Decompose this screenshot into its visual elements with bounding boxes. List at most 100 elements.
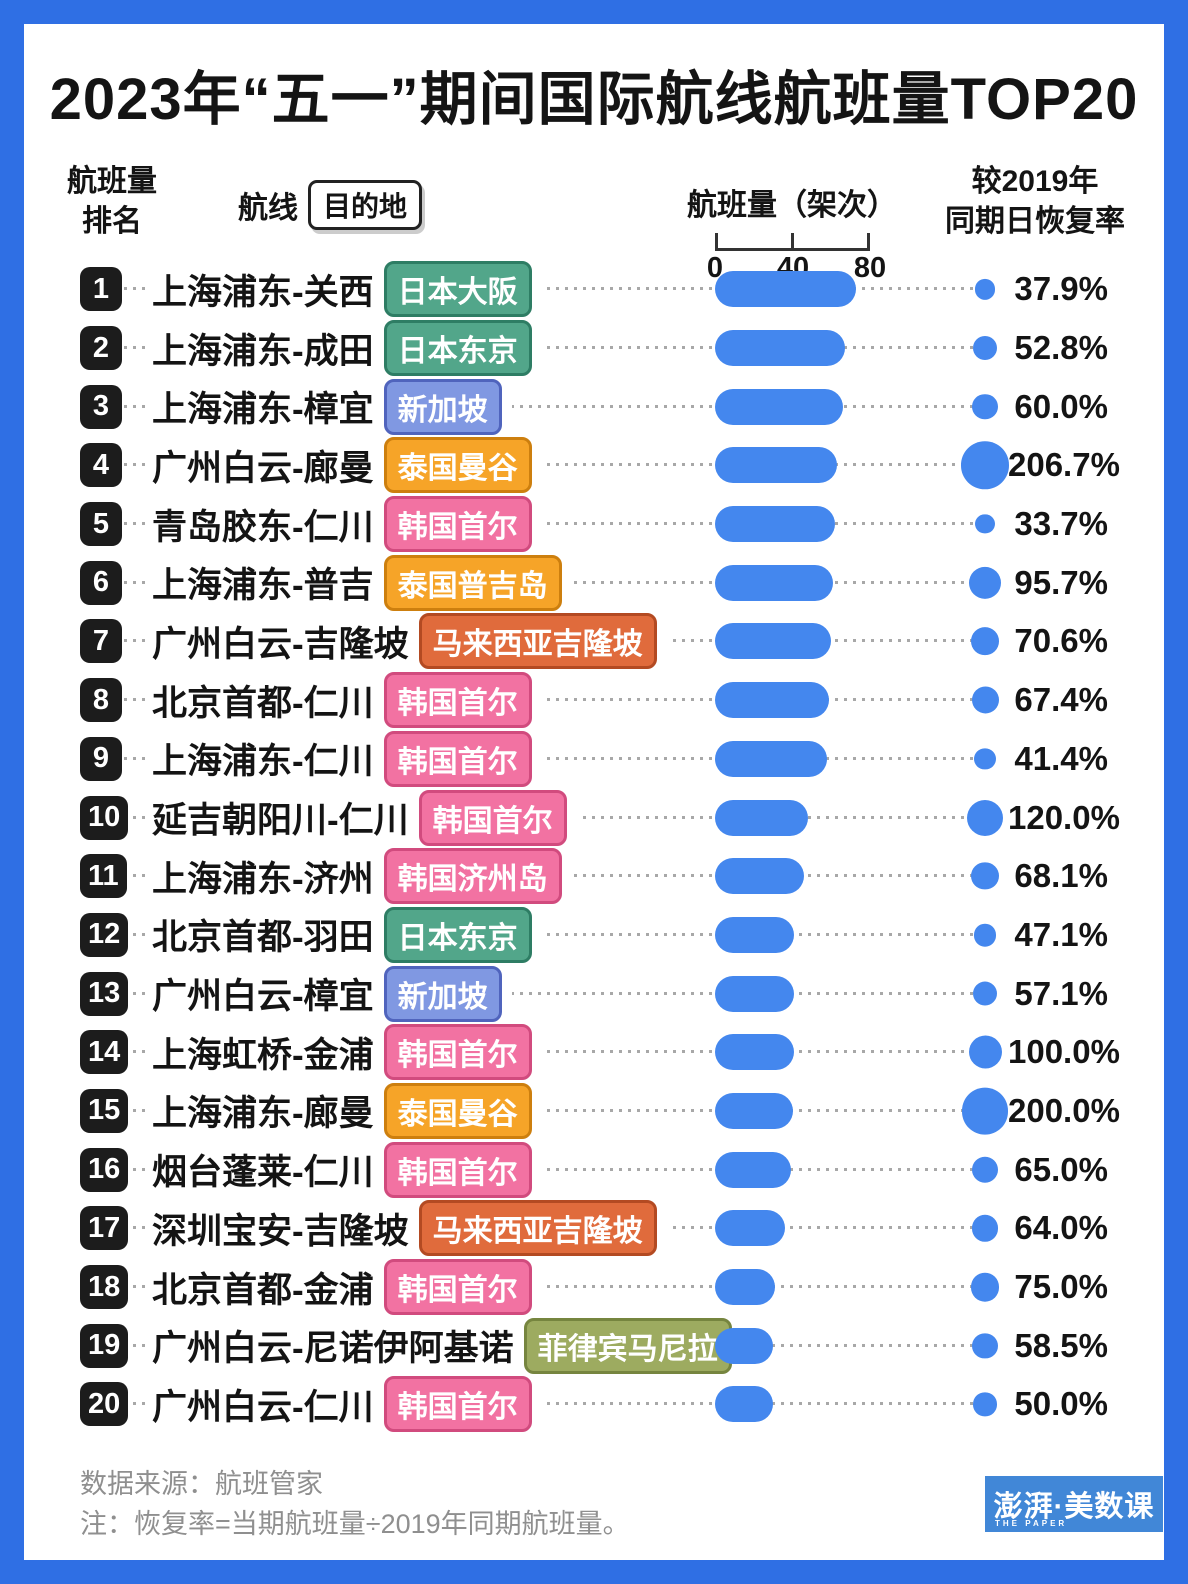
table-row: 13 广州白云-樟宜 新加坡 57.1% [0, 963, 1188, 1024]
column-header-volume: 航班量（架次） [687, 189, 897, 222]
recovery-value: 52.8% [1014, 329, 1108, 367]
rank-badge: 7 [80, 619, 122, 664]
destination-tag: 日本东京 [383, 320, 532, 377]
route-label: 上海浦东-樟宜 [152, 390, 374, 430]
recovery-value: 57.1% [1014, 974, 1108, 1012]
route-label: 广州白云-吉隆坡 [152, 624, 409, 664]
table-row: 18 北京首都-金浦 韩国首尔 75.0% [0, 1257, 1188, 1318]
recovery-circle [966, 799, 1003, 836]
leader-line [115, 404, 975, 408]
rank-number: 16 [88, 1153, 121, 1186]
rank-badge: 5 [80, 502, 122, 547]
destination-tag: 日本东京 [383, 906, 532, 963]
rank-badge: 16 [80, 1147, 129, 1192]
recovery-circle [961, 1087, 1009, 1135]
recovery-value: 67.4% [1014, 681, 1108, 719]
flight-volume-bar [715, 682, 830, 719]
recovery-value: 58.5% [1014, 1326, 1108, 1364]
route-label: 广州白云-尼诺伊阿基诺 [152, 1329, 514, 1369]
table-row: 7 广州白云-吉隆坡 马来西亚吉隆坡 70.6% [0, 611, 1188, 672]
recovery-circle [968, 566, 1002, 599]
route-cell: 广州白云-仁川 韩国首尔 [150, 1374, 542, 1435]
route-label: 上海浦东-廊曼 [152, 1094, 374, 1134]
rank-badge: 13 [80, 971, 129, 1016]
table-row: 4 广州白云-廊曼 泰国曼谷 206.7% [0, 435, 1188, 496]
rank-number: 3 [92, 390, 110, 423]
route-cell: 青岛胶东-仁川 韩国首尔 [150, 494, 542, 555]
table-row: 19 广州白云-尼诺伊阿基诺 菲律宾马尼拉 58.5% [0, 1315, 1188, 1376]
destination-tag: 新加坡 [383, 378, 502, 435]
route-label: 广州白云-仁川 [152, 1387, 374, 1427]
table-row: 6 上海浦东-普吉 泰国普吉岛 95.7% [0, 552, 1188, 613]
rank-badge: 4 [80, 443, 122, 488]
route-label: 上海浦东-成田 [152, 331, 374, 371]
data-source-note: 数据来源：航班管家 [80, 1469, 323, 1499]
recovery-circle [972, 1333, 998, 1359]
route-cell: 广州白云-尼诺伊阿基诺 菲律宾马尼拉 [150, 1315, 742, 1376]
table-row: 8 北京首都-仁川 韩国首尔 67.4% [0, 670, 1188, 731]
recovery-value: 95.7% [1014, 563, 1108, 601]
flight-volume-bar [715, 1092, 793, 1129]
destination-tag: 韩国首尔 [383, 1024, 532, 1081]
rank-badge: 9 [80, 736, 122, 781]
route-label: 延吉朝阳川-仁川 [152, 801, 409, 841]
route-cell: 上海虹桥-金浦 韩国首尔 [150, 1022, 542, 1083]
rank-badge: 1 [80, 267, 122, 312]
route-label: 青岛胶东-仁川 [152, 507, 374, 547]
recovery-circle [973, 1392, 997, 1417]
destination-tag: 韩国首尔 [383, 496, 532, 553]
recovery-value: 37.9% [1014, 270, 1108, 308]
route-cell: 北京首都-羽田 日本东京 [150, 904, 542, 965]
rank-badge: 12 [80, 912, 129, 957]
route-cell: 深圳宝安-吉隆坡 马来西亚吉隆坡 [150, 1198, 667, 1259]
rank-number: 19 [88, 1329, 121, 1362]
rank-number: 1 [92, 272, 110, 305]
table-row: 9 上海浦东-仁川 韩国首尔 41.4% [0, 728, 1188, 789]
rank-number: 10 [88, 801, 121, 834]
route-cell: 上海浦东-普吉 泰国普吉岛 [150, 552, 572, 613]
leader-line [115, 463, 975, 467]
leader-line [115, 287, 975, 291]
route-cell: 上海浦东-仁川 韩国首尔 [150, 728, 542, 789]
recovery-value: 200.0% [1008, 1091, 1120, 1129]
flight-volume-bar [715, 271, 857, 308]
route-label: 上海虹桥-金浦 [152, 1035, 374, 1075]
recovery-circle [961, 441, 1009, 490]
route-label: 上海浦东-普吉 [152, 566, 374, 606]
axis-label-80: 80 [853, 252, 887, 284]
rank-number: 7 [92, 624, 110, 657]
rank-number: 15 [88, 1094, 121, 1127]
recovery-circle [971, 1215, 999, 1242]
destination-tag: 新加坡 [383, 965, 502, 1022]
publisher-logo-subtext: THE PAPER [995, 1519, 1068, 1528]
route-cell: 上海浦东-成田 日本东京 [150, 318, 542, 379]
column-header-recovery-line2: 同期日恢复率 [945, 205, 1125, 238]
recovery-value: 206.7% [1008, 446, 1120, 484]
flight-volume-bar [715, 447, 838, 484]
recovery-value: 50.0% [1014, 1385, 1108, 1423]
leader-line [115, 522, 975, 526]
flight-volume-bar [715, 1210, 785, 1247]
formula-note: 注：恢复率=当期航班量÷2019年同期航班量。 [80, 1509, 630, 1539]
destination-tag: 韩国首尔 [418, 789, 567, 846]
rank-badge: 2 [80, 326, 122, 371]
recovery-value: 60.0% [1014, 387, 1108, 425]
publisher-logo-text: 澎湃·美数课 [993, 1491, 1155, 1523]
route-label: 北京首都-仁川 [152, 683, 374, 723]
table-row: 16 烟台蓬莱-仁川 韩国首尔 65.0% [0, 1139, 1188, 1200]
route-label: 广州白云-樟宜 [152, 977, 374, 1017]
column-header-rank: 航班量 排名 [52, 162, 172, 242]
flight-volume-bar [715, 623, 832, 660]
leader-line [115, 1108, 975, 1112]
rank-badge: 15 [80, 1088, 129, 1133]
rank-number: 5 [92, 507, 110, 540]
route-cell: 北京首都-金浦 韩国首尔 [150, 1257, 542, 1318]
table-row: 10 延吉朝阳川-仁川 韩国首尔 120.0% [0, 787, 1188, 848]
recovery-circle [974, 748, 996, 770]
recovery-value: 75.0% [1014, 1268, 1108, 1306]
table-row: 15 上海浦东-廊曼 泰国曼谷 200.0% [0, 1080, 1188, 1141]
recovery-value: 65.0% [1014, 1150, 1108, 1188]
recovery-value: 64.0% [1014, 1209, 1108, 1247]
route-cell: 上海浦东-樟宜 新加坡 [150, 376, 512, 437]
